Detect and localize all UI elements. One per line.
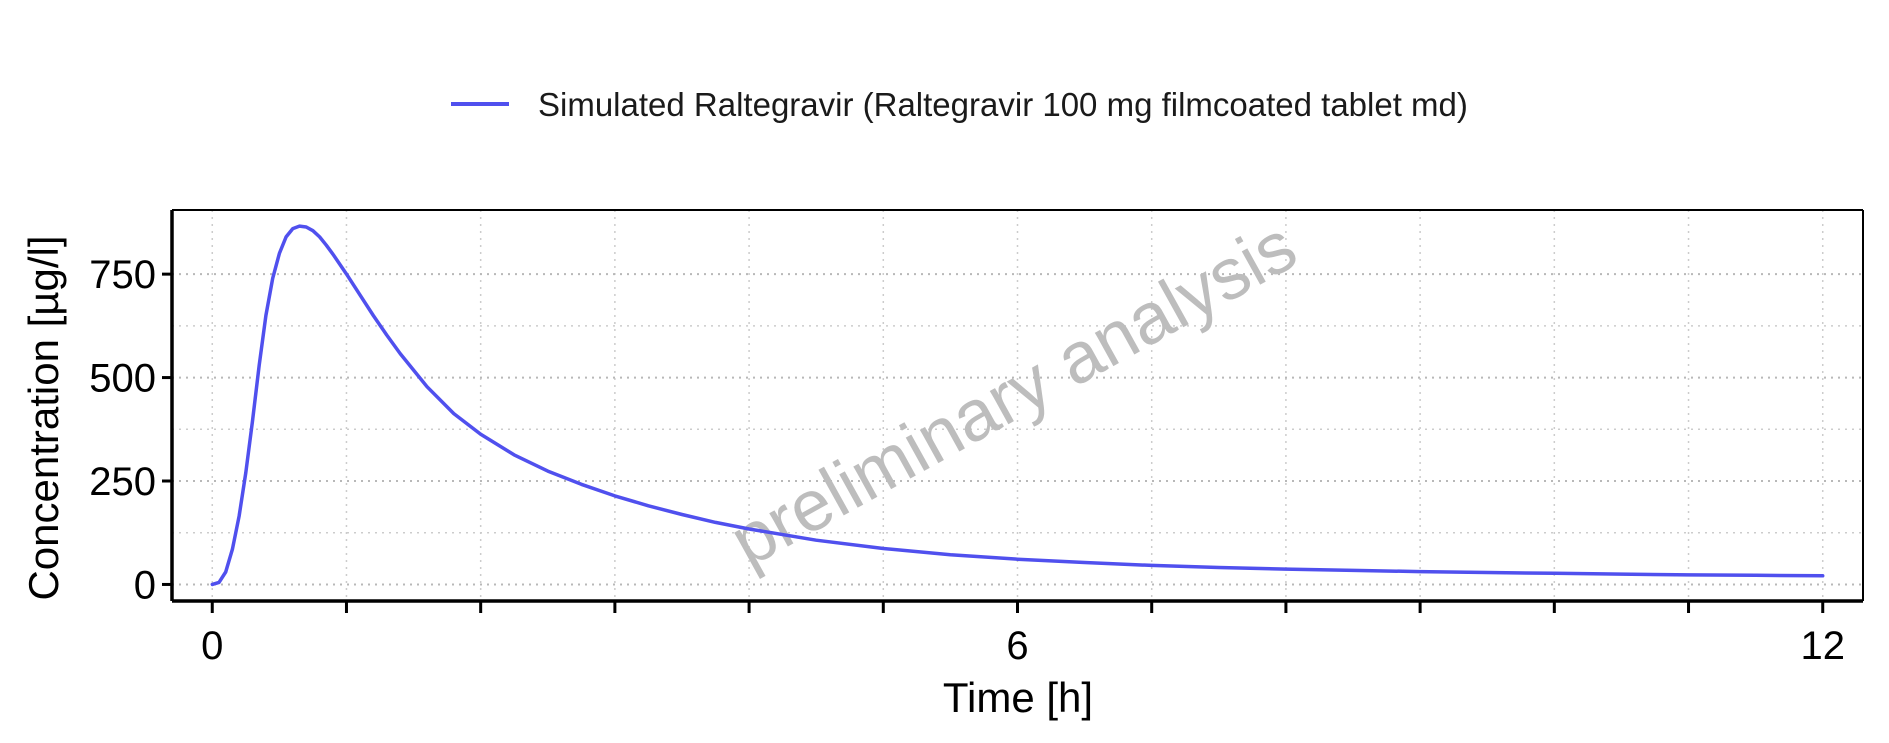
- x-tick-label: 6: [1006, 624, 1028, 668]
- legend: Simulated Raltegravir (Raltegravir 100 m…: [451, 86, 1468, 123]
- series-line: [210, 224, 1825, 587]
- y-tick-label: 750: [89, 253, 156, 297]
- x-axis-title: Time [h]: [943, 674, 1093, 721]
- plot-background: [172, 210, 1863, 601]
- legend-label: Simulated Raltegravir (Raltegravir 100 m…: [538, 86, 1468, 123]
- y-tick-label: 500: [89, 357, 156, 401]
- x-tick-label: 0: [201, 624, 223, 668]
- x-tick-label: 12: [1800, 624, 1845, 668]
- y-axis-title: Concentration [µg/l]: [20, 235, 67, 600]
- y-tick-label: 0: [134, 563, 156, 607]
- y-tick-label: 250: [89, 460, 156, 504]
